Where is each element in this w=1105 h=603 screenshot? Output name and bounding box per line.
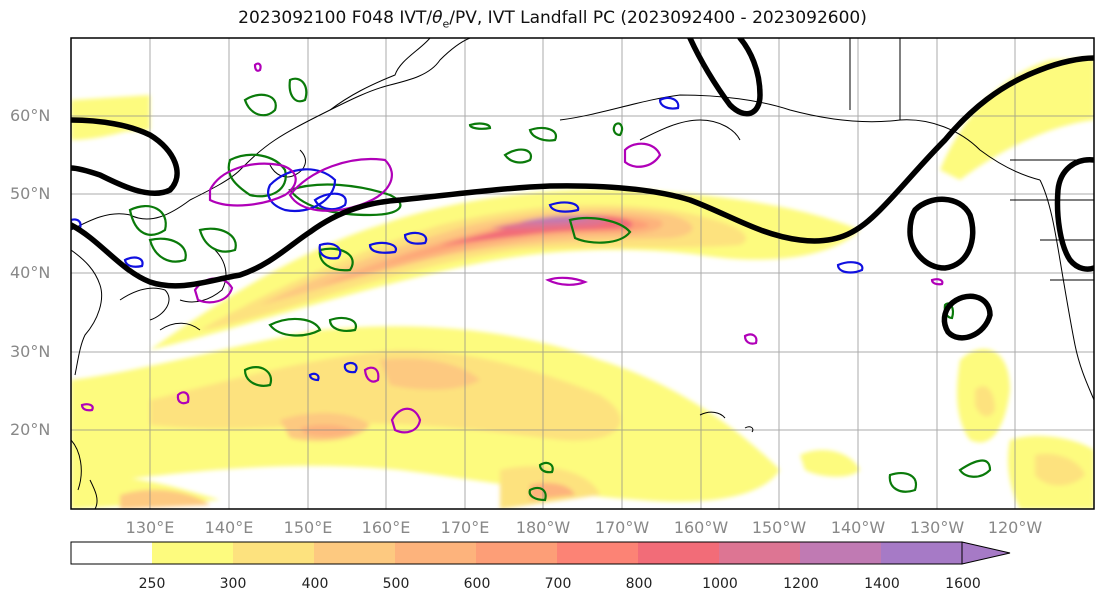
lon-label: 150°E: [283, 518, 333, 537]
colorbar-label: 1400: [864, 576, 900, 592]
colorbar: [70, 541, 1011, 565]
colorbar-label: 400: [301, 576, 329, 592]
lon-label: 170°E: [440, 518, 490, 537]
gridlines: [71, 38, 1094, 509]
colorbar-swatch: [395, 542, 477, 564]
lat-label: 60°N: [10, 106, 51, 125]
colorbar-swatch: [638, 542, 720, 564]
colorbar-label: 300: [219, 576, 247, 592]
colorbar-label: 1200: [783, 576, 819, 592]
colorbar-label: 700: [544, 576, 572, 592]
colorbar-outline: [70, 541, 963, 565]
coastlines: [71, 38, 1094, 509]
lon-label: 130°E: [125, 518, 175, 537]
colorbar-swatch: [314, 542, 396, 564]
height-contours: [71, 38, 1094, 341]
pv-contours: [71, 96, 864, 382]
map-area: [71, 38, 1094, 509]
map-title: 2023092100 F048 IVT/θe/PV, IVT Landfall …: [238, 8, 867, 31]
colorbar-label: 600: [463, 576, 491, 592]
lon-label: 180°W: [515, 518, 571, 537]
lon-label: 130°W: [909, 518, 965, 537]
colorbar-swatch: [233, 542, 315, 564]
lon-label: 160°E: [361, 518, 411, 537]
colorbar-swatch: [71, 542, 153, 564]
colorbar-swatch: [881, 542, 963, 564]
colorbar-label: 250: [138, 576, 166, 592]
colorbar-swatch: [557, 542, 639, 564]
lat-label: 20°N: [10, 420, 51, 439]
colorbar-swatch: [719, 542, 801, 564]
lon-label: 140°E: [204, 518, 254, 537]
colorbar-label: 1000: [702, 576, 738, 592]
lon-label: 160°W: [673, 518, 729, 537]
lon-label: 150°W: [751, 518, 807, 537]
lat-label: 40°N: [10, 263, 51, 282]
lon-label: 140°W: [830, 518, 886, 537]
lon-label: 120°W: [987, 518, 1043, 537]
lon-label: 170°W: [594, 518, 650, 537]
lat-label: 30°N: [10, 342, 51, 361]
colorbar-swatch: [800, 542, 882, 564]
magenta-contours: [80, 62, 944, 434]
colorbar-label: 500: [382, 576, 410, 592]
colorbar-label: 800: [625, 576, 653, 592]
colorbar-label: 1600: [945, 576, 981, 592]
colorbar-extend-arrow: [961, 541, 1011, 565]
colorbar-swatch: [152, 542, 234, 564]
lat-label: 50°N: [10, 184, 51, 203]
map-frame: [70, 37, 1095, 510]
ivt-filled-contours: [71, 58, 1094, 509]
colorbar-swatch: [476, 542, 558, 564]
